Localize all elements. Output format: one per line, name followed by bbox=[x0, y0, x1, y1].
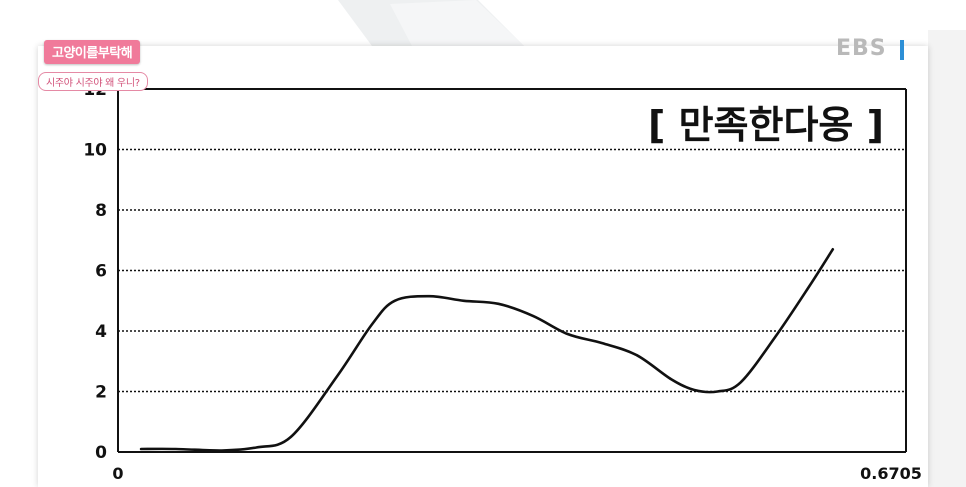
y-tick-label: 0 bbox=[95, 443, 107, 463]
show-title-caption: 고양이를부탁해 bbox=[44, 40, 141, 64]
y-tick-label: 8 bbox=[95, 201, 107, 221]
y-tick-label: 10 bbox=[83, 141, 107, 161]
background-shape-light bbox=[390, 0, 524, 46]
chart-title: [ 만족한다옹 ] bbox=[648, 103, 884, 147]
x-tick-label-end: 0.6705 bbox=[860, 464, 922, 483]
broadcaster-logo-bar bbox=[900, 40, 904, 60]
series-line bbox=[139, 248, 835, 452]
y-tick-label: 2 bbox=[95, 383, 107, 403]
broadcaster-logo: EBS bbox=[836, 36, 887, 61]
y-tick-labels: 024681012 bbox=[83, 80, 107, 463]
grid-lines bbox=[118, 148, 906, 393]
episode-subtitle-caption: 시주야 시주야 왜 우니? bbox=[38, 72, 148, 91]
x-tick-label-start: 0 bbox=[112, 464, 123, 483]
y-tick-label: 6 bbox=[95, 262, 107, 282]
chart-card bbox=[38, 46, 928, 487]
background-right-strip bbox=[928, 30, 966, 487]
y-tick-label: 4 bbox=[95, 322, 107, 342]
